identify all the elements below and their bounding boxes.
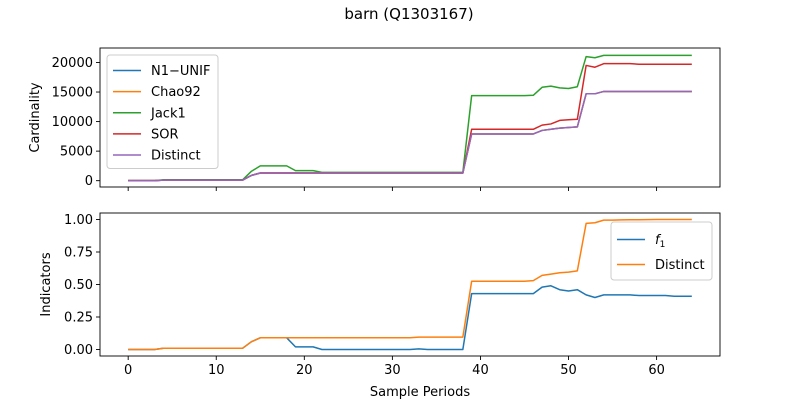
- y-tick-label: 0.50: [64, 278, 93, 293]
- y-tick-label: 0.25: [64, 311, 93, 326]
- y-tick-label: 20000: [52, 56, 93, 71]
- x-tick-label: 40: [472, 363, 489, 378]
- axes-frame: [99, 47, 721, 188]
- legend-label-0: f1: [655, 233, 665, 250]
- legend-frame: [106, 54, 219, 169]
- x-tick-label: 0: [124, 363, 132, 378]
- y-axis-label: Indicators: [39, 252, 54, 316]
- series-line-1: [128, 218, 692, 351]
- indicators-panel: 0 10 20 30 40 50 60 0.00 0.25 0.50 0.75 1.00 Indicat…: [39, 212, 721, 400]
- x-axis-label: Sample Periods: [370, 385, 470, 400]
- y-tick-label: 1.00: [64, 213, 93, 228]
- y-tick-label: 0.75: [64, 246, 93, 261]
- legend: f1 Distinct: [610, 221, 713, 281]
- y-tick-label: 0.00: [64, 343, 93, 358]
- y-tick-label: 0: [85, 174, 93, 189]
- y-tick-label: 15000: [52, 86, 93, 101]
- series-line-4: [128, 90, 692, 182]
- y-tick-label: 5000: [60, 145, 93, 160]
- legend: N1−UNIF Chao92 Jack1 SOR Distinct: [106, 54, 219, 169]
- cardinality-panel: 0 5000 10000 15000 20000 Cardinality N1−UNIF Ch…: [28, 47, 721, 191]
- x-tick-label: 50: [560, 363, 577, 378]
- legend-label-4: Distinct: [151, 148, 201, 163]
- legend-frame: [610, 221, 713, 281]
- x-tick-label: 30: [384, 363, 401, 378]
- x-tick-label: 10: [208, 363, 225, 378]
- legend-label-3: SOR: [151, 127, 179, 142]
- legend-label-1: Distinct: [655, 258, 705, 273]
- x-tick-label: 60: [648, 363, 665, 378]
- x-tick-label: 20: [296, 363, 313, 378]
- y-axis-label: Cardinality: [28, 82, 43, 153]
- legend-label-0: N1−UNIF: [151, 64, 210, 79]
- y-tick-label: 10000: [52, 115, 93, 130]
- series-line-0: [128, 285, 692, 351]
- figure-title: barn (Q1303167): [344, 5, 473, 23]
- legend-label-2: Jack1: [150, 106, 186, 121]
- legend-label-1: Chao92: [151, 85, 201, 100]
